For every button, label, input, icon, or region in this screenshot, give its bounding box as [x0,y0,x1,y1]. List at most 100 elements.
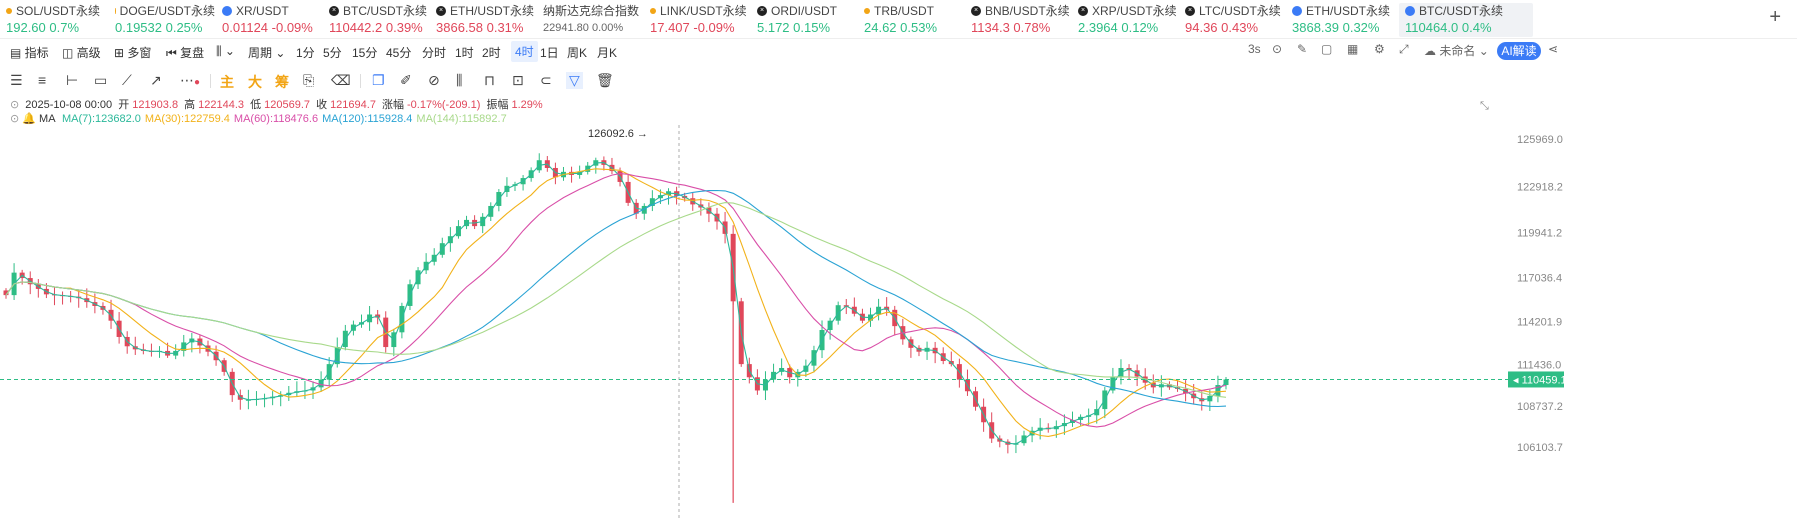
menu-lines-icon[interactable]: ☰ [10,72,23,88]
collapse-icon[interactable]: ⊙ [10,99,20,111]
multi-line-icon[interactable]: ≡ [38,72,47,88]
fullscreen-icon[interactable]: ⤢ [1399,42,1409,56]
ticker-tab[interactable]: × BNB/USDT永续 1134.3 0.78% [971,3,1071,37]
chip-distribution-button[interactable]: 筹 [275,74,289,90]
main-chart-button[interactable]: 主 [220,74,234,90]
ruler-icon[interactable]: ✐ [400,72,412,88]
indicator-button[interactable]: ▤ 指标 [10,46,49,60]
camera-icon[interactable]: ⊙ [1272,42,1283,56]
ticker-strip: SOL/USDT永续 192.60 0.7% DOGE/USDT永续 0.19532 … [0,0,1797,39]
eth-icon [1292,6,1302,16]
layers-icon[interactable]: ⎘ [303,72,315,88]
interval-8[interactable]: 1日 [540,46,559,60]
open-value: 121903.8 [132,99,179,111]
measure-icon[interactable]: ⊘ [428,72,440,88]
ma-item: MA(120):115928.4 [322,113,413,125]
main-toolbar: ▤ 指标 ◫ 高级 ⊞ 多窗 ⏮ 复盘 ⫼ ⌄ 周期 ⌄ 1分 5分 15分 45分分… [0,40,1797,64]
ticker-change: 0.53% [896,20,938,35]
bar-date: 2025-10-08 00:00 [25,99,113,111]
ticker-tab[interactable]: SOL/USDT永续 192.60 0.7% [6,3,106,37]
more-tools-icon[interactable]: ⋯● [180,72,201,88]
horizontal-line-icon[interactable]: ⊢ [66,72,79,88]
erase-tool-icon[interactable]: ⌫ [331,72,351,88]
ticker-price: 1134.3 [971,20,1010,35]
ma-item: MA(60):118476.6 [233,113,319,125]
replay-button[interactable]: ⏮ 复盘 [166,46,205,60]
ticker-price: 0.01124 [222,20,269,35]
ticker-quote: 5.172 0.15% [757,19,857,37]
ticker-tab[interactable]: × BTC/USDT永续 110442.2 0.39% [329,3,429,37]
trash-icon[interactable]: 🗑 [596,72,614,88]
edit-doc-icon[interactable]: ⊡ [512,72,524,88]
arrow-line-icon[interactable]: ↗ [150,72,162,88]
ticker-price: 110464.0 [1405,20,1459,35]
change-label: 涨幅 [382,99,405,111]
ai-analyze-button[interactable]: AI解读 [1497,42,1541,60]
layout-name-dropdown[interactable]: ☁ 未命名 ⌄ [1424,44,1489,58]
ticker-name-row: TRB/USDT [864,3,964,19]
bnb-icon: × [971,6,981,16]
filter-icon[interactable]: ▽ [566,72,583,89]
settings-gear-icon[interactable]: ⚙ [1374,42,1385,56]
interval-5[interactable]: 1时 [455,46,474,60]
ticker-tab[interactable]: LINK/USDT永续 17.407 -0.09% [650,3,750,37]
rectangle-icon[interactable]: ▭ [94,72,108,88]
y-tick-label: 122918.2 [1517,181,1563,193]
share-icon[interactable]: ⋖ [1548,42,1559,56]
refresh-rate[interactable]: 3s [1248,42,1261,56]
ticker-tab[interactable]: DOGE/USDT永续 0.19532 0.25% [115,3,215,37]
interval-9[interactable]: 周K [567,46,588,60]
ticker-quote: 22941.80 0.00% [543,19,643,37]
bell-icon[interactable]: 🔔 [22,113,36,125]
window-icon[interactable]: ▢ [1321,42,1333,56]
interval-0[interactable]: 1分 [296,46,315,60]
trend-line-icon[interactable]: ⟋ [122,72,132,88]
price-chart[interactable]: 125969.0 122918.2 119941.2 117036.4 114201.9… [0,125,1797,521]
ticker-quote: 2.3964 0.12% [1078,19,1178,37]
ticker-name: TRB/USDT [874,4,934,18]
ticker-name: ETH/USDT永续 [1306,4,1391,18]
big-chart-button[interactable]: 大 [248,74,262,90]
copy-icon[interactable]: ❐ [372,72,385,88]
interval-1[interactable]: 5分 [323,46,342,60]
interval-2[interactable]: 15分 [352,46,378,60]
ticker-tab[interactable]: × LTC/USDT永续 94.36 0.43% [1185,3,1285,37]
ticker-name-row: ETH/USDT永续 [1292,3,1392,19]
expand-chart-icon[interactable]: ⤡ [1480,100,1489,112]
ticker-quote: 94.36 0.43% [1185,19,1285,37]
ticker-tab[interactable]: BTC/USDT永续 110464.0 0.4% [1399,3,1533,37]
add-tab-icon[interactable]: + [1769,6,1781,28]
interval-4[interactable]: 分时 [422,46,447,60]
y-tick-label: 117036.4 [1517,272,1562,284]
pen-icon[interactable]: ✎ [1297,42,1308,56]
interval-7[interactable]: 4时 [511,41,538,62]
interval-3[interactable]: 45分 [386,46,412,60]
ticker-tab[interactable]: 纳斯达克综合指数 22941.80 0.00% [543,3,643,37]
advanced-button[interactable]: ◫ 高级 [62,46,101,60]
ticker-change: -0.09% [268,20,313,35]
ticker-quote: 24.62 0.53% [864,19,964,37]
ticker-tab[interactable]: XR/USDT 0.01124 -0.09% [222,3,322,37]
ticker-change: 0.15% [789,20,831,35]
ticker-tab[interactable]: ETH/USDT永续 3868.39 0.32% [1292,3,1392,37]
layout-icon[interactable]: ▦ [1347,42,1359,56]
lock-icon[interactable]: ⊓ [484,72,495,88]
period-button[interactable]: 周期 ⌄ [248,46,286,60]
magnet-icon[interactable]: ⊂ [540,72,552,88]
chart-type-button[interactable]: ⫼ ⌄ [216,44,235,58]
ticker-tab[interactable]: TRB/USDT 24.62 0.53% [864,3,964,37]
ticker-name-row: × BTC/USDT永续 [329,3,429,19]
ticker-tab[interactable]: × ETH/USDT永续 3866.58 0.31% [436,3,536,37]
candle-icon[interactable]: ⫼ [456,72,463,88]
collapse-icon[interactable]: ⊙ [10,113,20,125]
ticker-name: ORDI/USDT [771,4,837,18]
ticker-name-row: × LTC/USDT永续 [1185,3,1285,19]
ticker-tab[interactable]: × XRP/USDT永续 2.3964 0.12% [1078,3,1178,37]
ticker-quote: 0.01124 -0.09% [222,19,322,37]
interval-6[interactable]: 2时 [482,46,501,60]
ticker-tab[interactable]: × ORDI/USDT 5.172 0.15% [757,3,857,37]
interval-10[interactable]: 月K [597,46,618,60]
ticker-name-row: DOGE/USDT永续 [115,3,215,19]
ticker-name-row: XR/USDT [222,3,322,19]
multi-window-button[interactable]: ⊞ 多窗 [114,46,152,60]
